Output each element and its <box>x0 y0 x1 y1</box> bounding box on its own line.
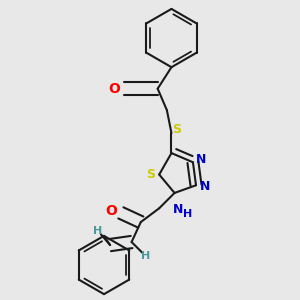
Text: S: S <box>146 168 155 181</box>
Text: N: N <box>172 203 183 216</box>
Text: N: N <box>200 180 210 193</box>
Text: N: N <box>196 153 207 166</box>
Text: H: H <box>141 251 151 261</box>
Text: H: H <box>93 226 102 236</box>
Text: S: S <box>172 123 182 136</box>
Text: O: O <box>108 82 120 96</box>
Text: O: O <box>106 204 118 218</box>
Text: H: H <box>183 209 192 219</box>
